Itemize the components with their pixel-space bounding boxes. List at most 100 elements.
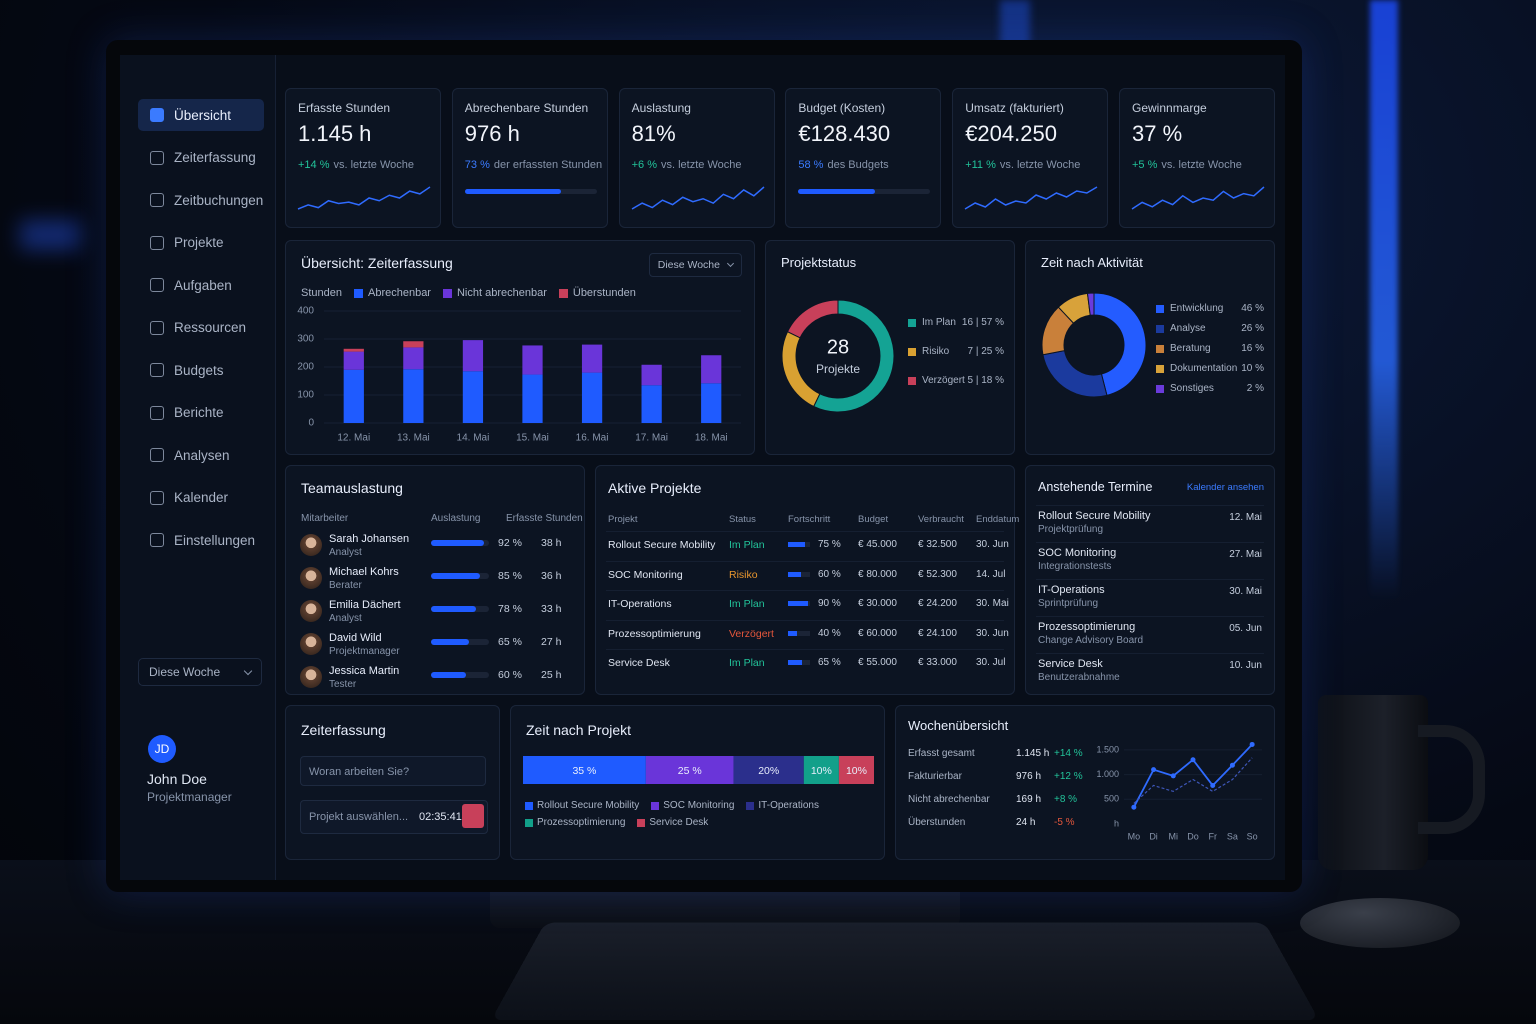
- bar: [403, 341, 424, 348]
- nav-item[interactable]: Budgets: [138, 354, 264, 386]
- budget: € 55.000: [858, 657, 897, 668]
- x-tick-label: 13. Mai: [397, 433, 430, 444]
- kpi-value: 976 h: [464, 121, 520, 146]
- calendar-link[interactable]: Kalender ansehen: [1186, 482, 1264, 493]
- nav-item[interactable]: Übersicht: [138, 99, 264, 131]
- nav-label: Projekte: [174, 235, 224, 250]
- x-tick-label: Fr: [1208, 831, 1217, 841]
- budget: € 30.000: [858, 598, 897, 609]
- table-header: Mitarbeiter: [301, 513, 349, 524]
- hours: 36 h: [541, 570, 562, 582]
- nav-label: Zeitbuchungen: [174, 192, 264, 208]
- row-divider: [606, 619, 1004, 621]
- row-divider: [1036, 505, 1264, 506]
- legend-label: Nicht abrechenbar: [456, 287, 547, 299]
- bar: [641, 385, 662, 423]
- legend-item: SOC Monitoring: [651, 800, 734, 811]
- mouse: [1300, 898, 1460, 948]
- kpi-sub: +11 % vs. letzte Woche: [965, 159, 1080, 171]
- legend-swatch: [746, 801, 755, 810]
- x-tick-label: 14. Mai: [457, 433, 490, 444]
- nav-item[interactable]: Berichte: [138, 397, 264, 429]
- util-label: 85 %: [498, 570, 522, 582]
- point: [1170, 773, 1176, 779]
- period-label: Diese Woche: [657, 259, 720, 271]
- nav-item[interactable]: Kalender: [138, 482, 264, 514]
- legend-item: Rollout Secure Mobility: [525, 800, 639, 811]
- project-status: Im Plan: [729, 539, 765, 551]
- appointment-title: Service Desk: [1038, 658, 1103, 670]
- nav-item[interactable]: Analysen: [138, 439, 264, 471]
- budget: € 60.000: [858, 627, 897, 639]
- kpi-note: vs. letzte Woche: [660, 159, 742, 171]
- bar: [343, 351, 364, 370]
- legend-label: Analyse: [1170, 323, 1206, 334]
- legend-label: IT-Operations: [758, 800, 819, 811]
- nav-label: Analysen: [174, 447, 230, 463]
- chart-svg: 500 1.000 1.500 h Mo Di Mi Do Fr Sa So: [1096, 741, 1262, 841]
- screen: Übersicht Zeiterfassung Zeitbuchungen Proje…: [120, 55, 1285, 880]
- city-light: [20, 220, 80, 250]
- table-header: Projekt: [608, 514, 638, 525]
- chart-svg: [1041, 292, 1147, 398]
- member-name: Sarah Johansen: [329, 533, 410, 545]
- sidebar: Übersicht Zeiterfassung Zeitbuchungen Proje…: [120, 55, 276, 880]
- member-role: Analyst: [329, 547, 362, 558]
- card: Abrechenbare Stunden 976 h 73 % der erfasst…: [451, 88, 608, 228]
- legend-label: Verzögert: [922, 375, 965, 386]
- nav-item[interactable]: Ressourcen: [138, 312, 264, 344]
- x-tick-label: Sa: [1227, 831, 1238, 841]
- card: Anstehende Termine Kalender ansehen Rollou…: [1025, 465, 1275, 695]
- kpi-title: Erfasste Stunden: [298, 101, 391, 115]
- y-tick-label: 400: [297, 306, 314, 317]
- nav-item[interactable]: Zeiterfassung: [138, 142, 264, 174]
- table-header: Status: [729, 514, 756, 525]
- legend-value: 16 %: [1241, 343, 1264, 354]
- card: Teamauslastung Mitarbeiter Auslastung Erfas…: [285, 465, 585, 695]
- value-label: 10%: [811, 765, 832, 777]
- x-tick-label: So: [1247, 831, 1258, 841]
- stat-delta: +8 %: [1054, 794, 1078, 805]
- y-axis-label: Stunden: [301, 287, 342, 299]
- row-divider: [1036, 579, 1264, 580]
- period-select[interactable]: Diese Woche: [138, 658, 262, 686]
- project-select[interactable]: Projekt auswählen... 02:35:41: [300, 800, 488, 834]
- nav-item[interactable]: Aufgaben: [138, 269, 264, 301]
- legend-swatch: [1156, 385, 1164, 393]
- stat-delta: -5 %: [1054, 817, 1075, 828]
- bar: [462, 371, 484, 423]
- legend-label: SOC Monitoring: [663, 800, 735, 811]
- util-bar: [431, 672, 466, 678]
- bar: [403, 347, 424, 370]
- legend-swatch: [1156, 365, 1164, 373]
- task-input[interactable]: Woran arbeiten Sie?: [300, 756, 486, 786]
- nav-item[interactable]: Zeitbuchungen: [138, 184, 264, 216]
- y-tick-label: 200: [297, 362, 314, 373]
- card-title: Aktive Projekte: [608, 480, 702, 496]
- stop-button[interactable]: [462, 804, 484, 828]
- y-tick-label: 1.500: [1096, 744, 1119, 754]
- appointment-title: IT-Operations: [1038, 584, 1105, 596]
- nav-icon: [150, 405, 164, 420]
- legend-item: Service Desk: [637, 817, 708, 828]
- legend-item: Abrechenbar: [353, 287, 431, 299]
- period-select[interactable]: Diese Woche: [648, 253, 742, 277]
- stat-label: Überstunden: [908, 817, 966, 828]
- nav-item[interactable]: Einstellungen: [138, 524, 264, 556]
- legend-value: 16 | 57 %: [961, 317, 1004, 328]
- legend-value: 7 | 25 %: [967, 346, 1004, 357]
- used: € 24.200: [918, 598, 957, 609]
- util-label: 78 %: [498, 603, 522, 615]
- bar-segment: [645, 756, 734, 784]
- kpi-title: Gewinnmarge: [1132, 101, 1207, 115]
- chart-title: Übersicht: Zeiterfassung: [301, 255, 453, 271]
- sparkline: [297, 186, 431, 210]
- hours: 25 h: [541, 669, 562, 681]
- y-axis-label: h: [1114, 818, 1119, 828]
- nav-item[interactable]: Projekte: [138, 227, 264, 259]
- kpi-value: 1.145 h: [298, 121, 372, 146]
- kpi-delta: +11 %: [965, 159, 996, 171]
- card: Aktive Projekte Projekt Status Fortschritt B…: [595, 465, 1019, 695]
- stat-delta: +14 %: [1054, 748, 1083, 759]
- used: € 33.000: [918, 657, 957, 668]
